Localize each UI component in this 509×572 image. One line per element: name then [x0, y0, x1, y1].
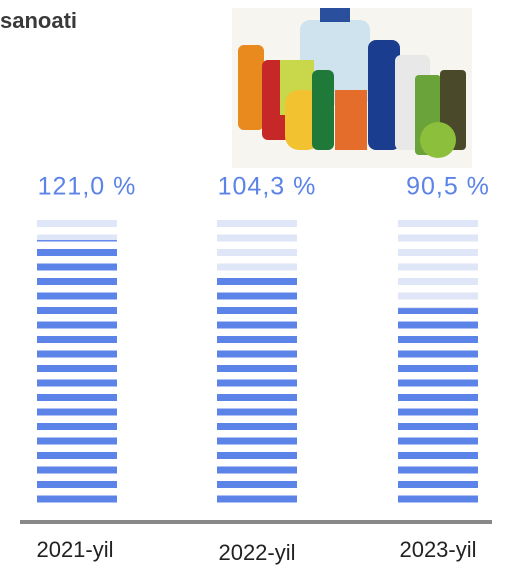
bar: [37, 240, 117, 511]
x-tick-label: 2021-yil: [36, 537, 113, 562]
value-label: 104,3 %: [218, 173, 317, 201]
drinks-picture: [232, 8, 472, 168]
x-tick-label: 2022-yil: [218, 540, 295, 565]
x-tick-label: 2023-yil: [399, 537, 476, 562]
value-label: 90,5 %: [406, 173, 490, 201]
value-label: 121,0 %: [38, 173, 137, 201]
bar: [398, 308, 478, 510]
bar: [217, 277, 297, 510]
chart-title: sanoati: [0, 8, 77, 33]
